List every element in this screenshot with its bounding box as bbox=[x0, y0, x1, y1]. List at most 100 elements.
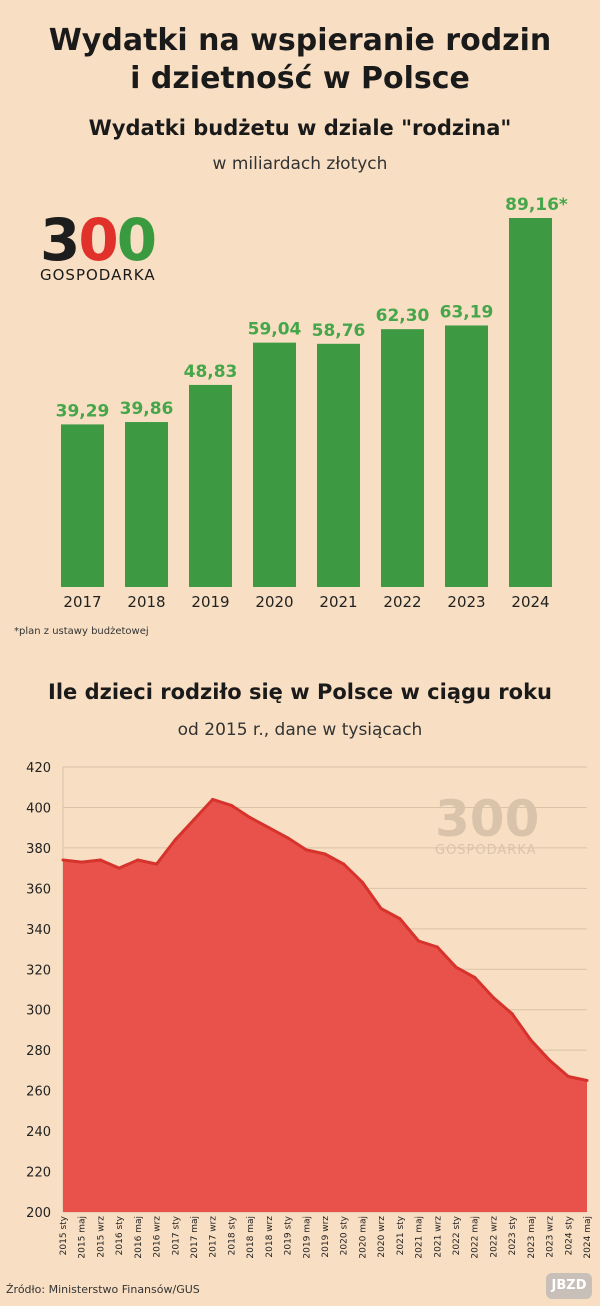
jbzd-badge[interactable]: JBZD bbox=[546, 1273, 592, 1299]
source-note: Źródło: Ministerstwo Finansów/GUS bbox=[6, 1283, 200, 1296]
x-tick-label-2017-maj: 2017 maj bbox=[190, 1216, 200, 1259]
y-tick-label-320: 320 bbox=[26, 963, 51, 978]
x-tick-label-2021: 2021 bbox=[319, 593, 357, 611]
x-tick-label-2020-sty: 2020 sty bbox=[340, 1215, 350, 1255]
bar-value-label-2021: 58,76 bbox=[312, 321, 366, 341]
data-point-2024-maj bbox=[585, 1079, 589, 1083]
data-point-2017-wrz bbox=[211, 797, 215, 801]
x-tick-label-2023: 2023 bbox=[447, 593, 485, 611]
x-tick-label-2020-wrz: 2020 wrz bbox=[377, 1216, 387, 1258]
bar-2022 bbox=[381, 329, 424, 587]
x-tick-label-2016-maj: 2016 maj bbox=[134, 1216, 144, 1259]
bar-value-label-2017: 39,29 bbox=[56, 401, 110, 421]
area-fill bbox=[63, 799, 587, 1212]
page-title-line-2: i dzietność w Polsce bbox=[130, 61, 470, 96]
y-tick-label-260: 260 bbox=[26, 1085, 51, 1100]
x-tick-label-2018-sty: 2018 sty bbox=[227, 1215, 237, 1255]
footnote: *plan z ustawy budżetowej bbox=[14, 626, 149, 637]
x-tick-label-2015-sty: 2015 sty bbox=[59, 1215, 69, 1255]
bar-2021 bbox=[317, 343, 360, 587]
x-tick-label-2020-maj: 2020 maj bbox=[358, 1216, 368, 1259]
bar-2024 bbox=[509, 218, 552, 587]
data-point-2020-sty bbox=[342, 862, 346, 866]
x-tick-label-2020: 2020 bbox=[255, 593, 293, 611]
logo-digit-3: 3 bbox=[40, 206, 80, 274]
data-point-2023-wrz bbox=[548, 1058, 552, 1062]
bar-value-label-2022: 62,30 bbox=[376, 306, 430, 326]
data-point-2018-sty bbox=[229, 803, 233, 807]
y-tick-label-220: 220 bbox=[26, 1166, 51, 1181]
y-tick-label-240: 240 bbox=[26, 1125, 51, 1140]
data-point-2021-maj bbox=[417, 939, 421, 943]
page-title: Wydatki na wspieranie rodzin i dzietność… bbox=[0, 22, 600, 98]
x-tick-label-2021-wrz: 2021 wrz bbox=[433, 1216, 443, 1258]
x-tick-label-2017-wrz: 2017 wrz bbox=[209, 1216, 219, 1258]
x-tick-label-2018-maj: 2018 maj bbox=[246, 1216, 256, 1259]
bar-chart-title: Wydatki budżetu w dziale "rodzina" bbox=[88, 116, 512, 140]
y-tick-label-200: 200 bbox=[26, 1206, 51, 1221]
bar-2019 bbox=[189, 384, 232, 587]
y-tick-label-420: 420 bbox=[26, 761, 51, 776]
data-point-2019-sty bbox=[286, 836, 290, 840]
data-point-2019-wrz bbox=[323, 852, 327, 856]
data-point-2023-maj bbox=[529, 1038, 533, 1042]
x-tick-label-2024-sty: 2024 sty bbox=[564, 1215, 574, 1255]
data-point-2017-sty bbox=[173, 838, 177, 842]
x-tick-label-2019-sty: 2019 sty bbox=[284, 1215, 294, 1255]
bar-2020 bbox=[253, 342, 296, 587]
logo-digit-0a: 0 bbox=[78, 206, 118, 274]
data-point-2015-sty bbox=[61, 858, 65, 862]
bar-2023 bbox=[445, 325, 488, 587]
logo-digit-0b: 0 bbox=[116, 206, 157, 274]
x-tick-label-2016-sty: 2016 sty bbox=[115, 1215, 125, 1255]
x-tick-label-2019-wrz: 2019 wrz bbox=[321, 1216, 331, 1258]
x-tick-label-2022-wrz: 2022 wrz bbox=[489, 1216, 499, 1258]
x-tick-label-2021-maj: 2021 maj bbox=[415, 1216, 425, 1259]
bar-chart-subtitle: w miliardach złotych bbox=[212, 154, 388, 174]
data-point-2021-wrz bbox=[435, 945, 439, 949]
y-tick-label-360: 360 bbox=[26, 882, 51, 897]
data-point-2020-wrz bbox=[379, 907, 383, 911]
logo-word: GOSPODARKA bbox=[40, 266, 156, 284]
x-tick-label-2023-maj: 2023 maj bbox=[527, 1216, 537, 1259]
y-tick-label-340: 340 bbox=[26, 923, 51, 938]
data-point-2021-sty bbox=[398, 917, 402, 921]
x-tick-label-2019: 2019 bbox=[191, 593, 229, 611]
data-point-2020-maj bbox=[360, 880, 364, 884]
x-tick-label-2018: 2018 bbox=[127, 593, 165, 611]
data-point-2018-wrz bbox=[267, 826, 271, 830]
data-point-2018-maj bbox=[248, 816, 252, 820]
data-point-2019-maj bbox=[304, 848, 308, 852]
data-point-2022-wrz bbox=[491, 996, 495, 1000]
watermark-digits: 300 bbox=[435, 790, 540, 848]
x-tick-label-2024: 2024 bbox=[511, 593, 549, 611]
x-tick-label-2023-sty: 2023 sty bbox=[508, 1215, 518, 1255]
x-tick-label-2015-maj: 2015 maj bbox=[78, 1216, 88, 1259]
watermark-word: GOSPODARKA bbox=[435, 843, 537, 858]
x-tick-label-2023-wrz: 2023 wrz bbox=[546, 1216, 556, 1258]
x-tick-label-2018-wrz: 2018 wrz bbox=[265, 1216, 275, 1258]
y-tick-label-300: 300 bbox=[26, 1004, 51, 1019]
x-tick-label-2024-maj: 2024 maj bbox=[583, 1216, 593, 1259]
x-tick-label-2022-sty: 2022 sty bbox=[452, 1215, 462, 1255]
bar-value-label-2020: 59,04 bbox=[248, 320, 302, 340]
data-point-2016-wrz bbox=[155, 862, 159, 866]
bar-value-label-2024: 89,16* bbox=[505, 195, 568, 215]
area-chart: 420 400 380 360 340 320 300 280 260 240 220 200 2015… bbox=[26, 761, 593, 1259]
data-point-2015-wrz bbox=[98, 858, 102, 862]
y-tick-label-280: 280 bbox=[26, 1044, 51, 1059]
bar-value-label-2019: 48,83 bbox=[184, 362, 238, 382]
bar-chart: 39,29 2017 39,86 2018 48,83 2019 59,04 2020 58,7… bbox=[56, 195, 568, 611]
x-tick-label-2016-wrz: 2016 wrz bbox=[153, 1216, 163, 1258]
y-tick-label-400: 400 bbox=[26, 801, 51, 816]
logo-watermark: 300 GOSPODARKA bbox=[435, 790, 575, 858]
data-point-2017-maj bbox=[192, 818, 196, 822]
bar-value-label-2018: 39,86 bbox=[120, 399, 174, 419]
data-point-2022-sty bbox=[454, 965, 458, 969]
x-tick-label-2019-maj: 2019 maj bbox=[302, 1216, 312, 1259]
data-point-2022-maj bbox=[473, 975, 477, 979]
y-tick-label-380: 380 bbox=[26, 842, 51, 857]
x-tick-label-2015-wrz: 2015 wrz bbox=[96, 1216, 106, 1258]
data-point-2015-maj bbox=[80, 860, 84, 864]
x-tick-label-2022: 2022 bbox=[383, 593, 421, 611]
